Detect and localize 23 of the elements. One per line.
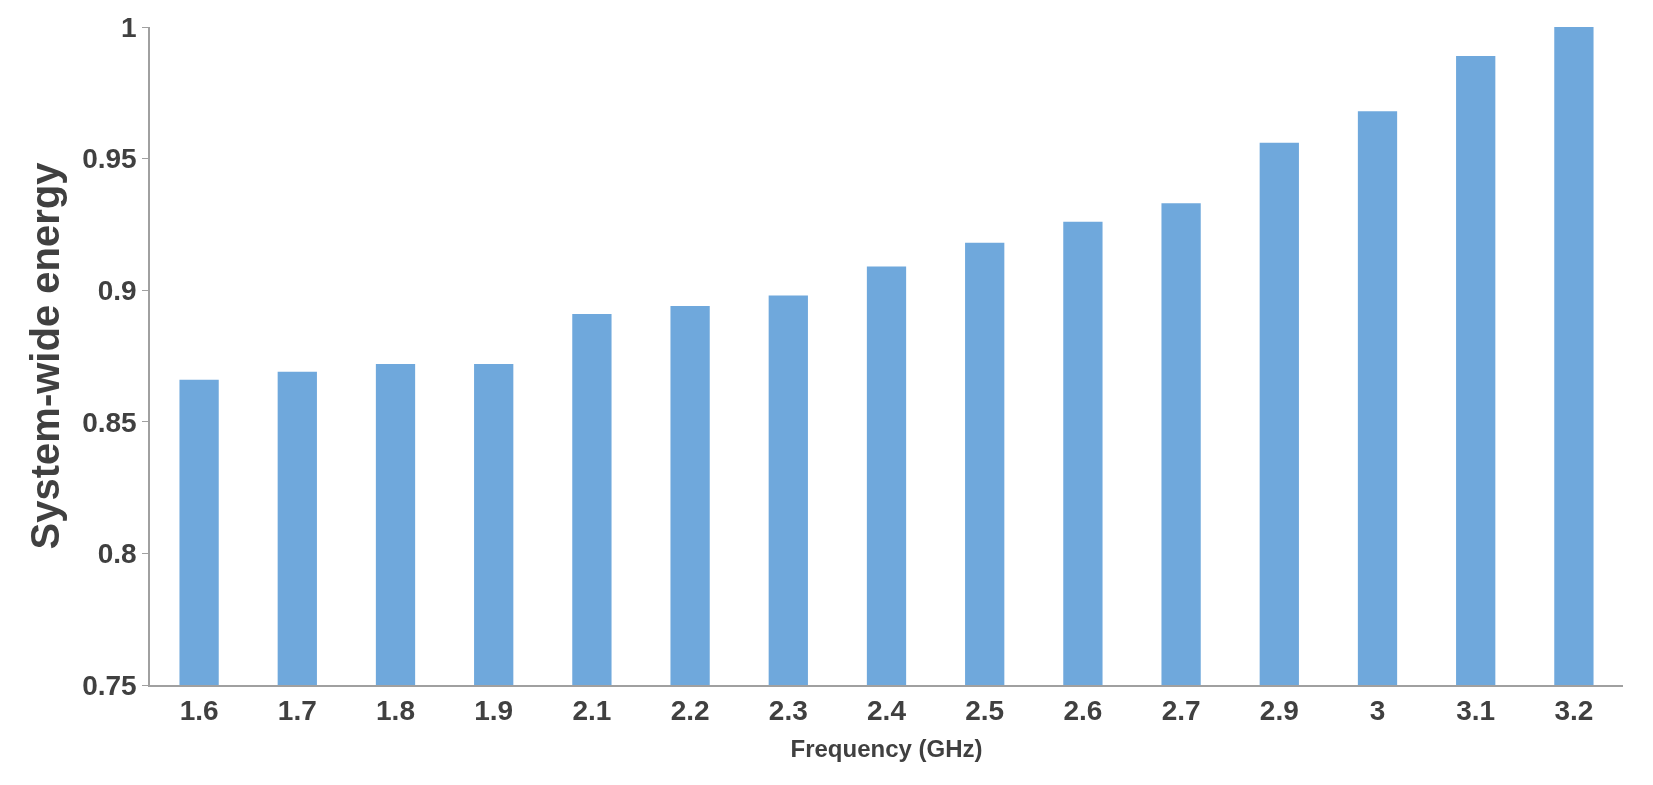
y-tick-label: 0.9 — [97, 275, 137, 306]
x-tick-label: 2.3 — [768, 695, 808, 727]
x-tick-label: 2.7 — [1161, 695, 1201, 727]
x-tick-label: 2.9 — [1259, 695, 1299, 727]
y-tick-label: 0.8 — [97, 538, 137, 570]
x-tick-label: 1.8 — [376, 695, 415, 727]
x-tick-label: 2.2 — [670, 695, 710, 727]
x-tick-label: 1.6 — [179, 695, 219, 727]
y-tick-label: 1 — [121, 11, 137, 43]
x-tick-label: 3.2 — [1554, 695, 1594, 727]
x-tick-label: 2.6 — [1063, 695, 1103, 727]
x-tick-label: 1.7 — [277, 695, 317, 727]
y-tick-label: 0.95 — [82, 143, 137, 175]
x-tick-label: 3 — [1369, 695, 1386, 727]
x-tick-label: 2.4 — [867, 695, 907, 727]
x-tick-label: 3.1 — [1456, 695, 1496, 727]
x-tick-label: 2.1 — [572, 695, 612, 727]
y-tick-label: 0.85 — [82, 406, 137, 438]
x-tick-label: 2.5 — [965, 695, 1005, 727]
y-axis-title: System-wide energy — [23, 161, 68, 550]
x-axis-title: Frequency (GHz) — [790, 735, 983, 763]
y-tick-label: 0.75 — [82, 669, 137, 701]
x-tick-label: 1.9 — [474, 695, 514, 727]
